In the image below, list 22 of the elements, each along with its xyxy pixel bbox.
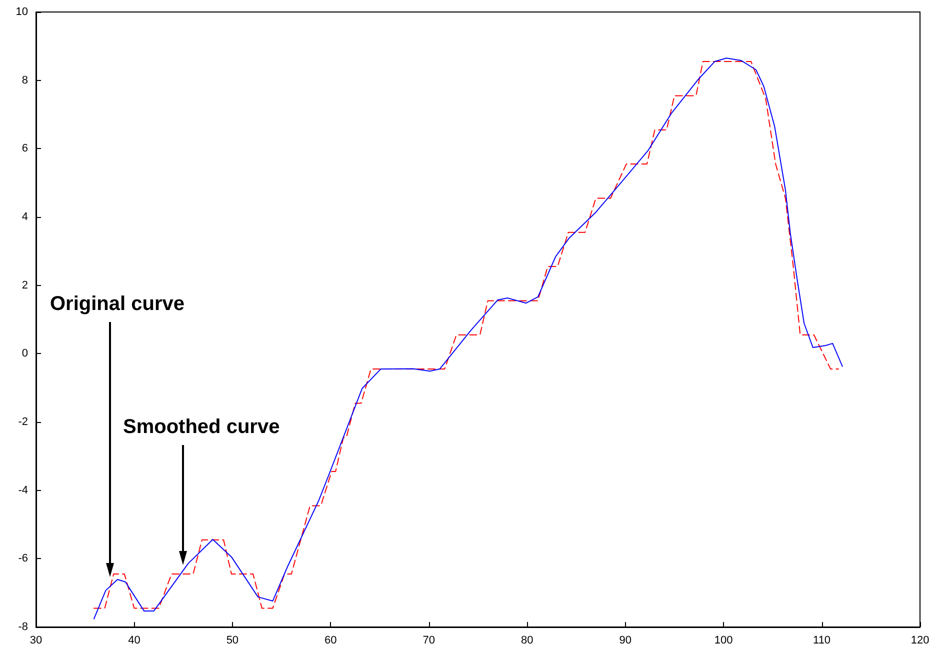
y-tick-label: 8 bbox=[22, 74, 28, 86]
x-tick-label: 120 bbox=[910, 634, 930, 646]
x-tick-label: 100 bbox=[714, 634, 733, 646]
x-tick-label: 60 bbox=[324, 634, 337, 646]
x-tick-label: 40 bbox=[128, 634, 140, 646]
x-tick-label: 50 bbox=[226, 634, 239, 646]
x-tick-label: 80 bbox=[520, 634, 534, 646]
y-tick-label: -8 bbox=[18, 621, 28, 633]
y-tick-label: -6 bbox=[18, 552, 28, 565]
y-tick-label: 6 bbox=[22, 142, 28, 155]
y-tick-label: 4 bbox=[22, 211, 28, 223]
x-tick-label: 70 bbox=[422, 634, 436, 646]
y-tick-label: 2 bbox=[22, 279, 28, 292]
y-tick-label: -2 bbox=[18, 416, 28, 428]
y-tick-label: -4 bbox=[18, 484, 28, 496]
x-tick-label: 30 bbox=[30, 634, 42, 646]
annotation: Smoothed curve bbox=[123, 416, 280, 438]
y-tick-label: 0 bbox=[22, 348, 28, 360]
x-tick-label: 90 bbox=[619, 634, 632, 646]
y-tick-label: 10 bbox=[16, 6, 28, 18]
annotation: Original curve bbox=[50, 293, 184, 315]
x-tick-label: 110 bbox=[813, 634, 831, 646]
